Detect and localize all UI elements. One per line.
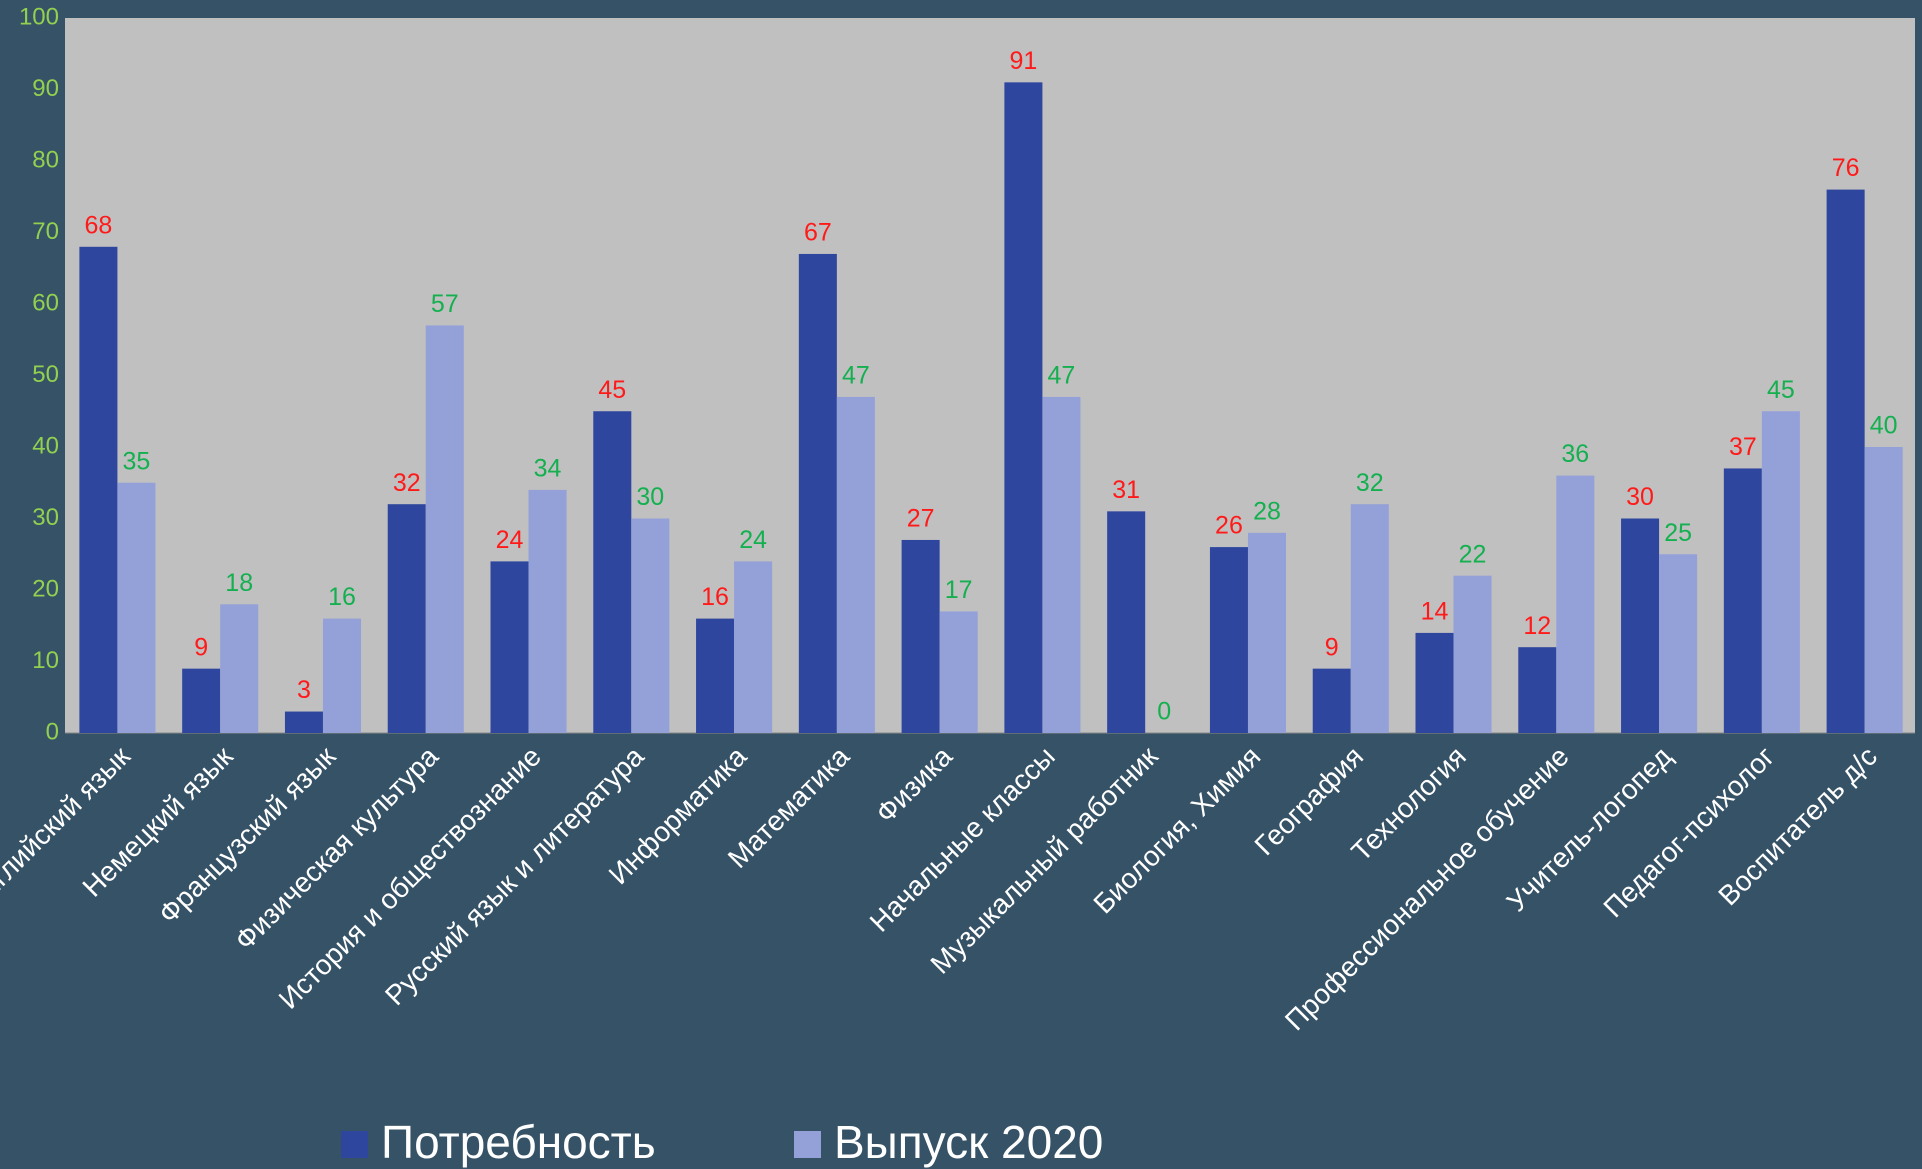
data-label: 22 xyxy=(1459,540,1487,568)
bar xyxy=(939,611,978,733)
legend-label: Потребность xyxy=(381,1116,656,1168)
bar xyxy=(1518,647,1557,733)
plot-area xyxy=(65,18,1915,733)
data-label: 24 xyxy=(739,526,767,554)
bar xyxy=(490,561,529,733)
x-tick-label: Французский язык xyxy=(153,740,342,929)
bar xyxy=(1556,475,1595,733)
data-label: 47 xyxy=(842,362,870,390)
bar xyxy=(1659,554,1698,733)
data-label: 68 xyxy=(84,211,112,239)
data-label: 25 xyxy=(1664,519,1692,547)
y-tick-label: 50 xyxy=(32,361,59,388)
data-label: 30 xyxy=(636,483,664,511)
data-label: 57 xyxy=(431,290,459,318)
bar xyxy=(734,561,773,733)
data-label: 12 xyxy=(1523,612,1551,640)
y-tick-label: 60 xyxy=(32,289,59,316)
bar xyxy=(322,618,361,733)
data-label: 30 xyxy=(1626,483,1654,511)
bar xyxy=(425,325,464,733)
bar xyxy=(1247,532,1286,733)
bar xyxy=(836,396,875,733)
y-tick-label: 90 xyxy=(32,75,59,102)
y-tick-label: 0 xyxy=(46,718,59,745)
bar xyxy=(1209,547,1248,733)
data-label: 3 xyxy=(297,676,311,704)
x-tick-label: Физическая культура xyxy=(229,740,445,956)
data-label: 31 xyxy=(1112,476,1140,504)
data-label: 34 xyxy=(534,455,562,483)
data-label: 27 xyxy=(907,505,935,533)
bar xyxy=(1761,411,1800,733)
data-label: 35 xyxy=(123,447,151,475)
bar xyxy=(1453,575,1492,733)
bar xyxy=(528,489,567,733)
y-tick-label: 70 xyxy=(32,218,59,245)
bar xyxy=(387,504,426,733)
bar xyxy=(1107,511,1146,733)
bar xyxy=(1004,82,1043,734)
bar xyxy=(220,604,259,733)
x-tick-label: Начальные классы xyxy=(864,741,1061,938)
x-tick-label: Английский язык xyxy=(0,740,136,916)
data-label: 36 xyxy=(1561,440,1589,468)
bar xyxy=(631,518,670,733)
data-label: 32 xyxy=(1356,469,1384,497)
bar xyxy=(901,539,940,733)
y-tick-label: 80 xyxy=(32,146,59,173)
x-tick-label: Физика xyxy=(870,740,959,829)
data-label: 14 xyxy=(1421,598,1449,626)
bar xyxy=(798,253,837,733)
data-label: 40 xyxy=(1870,412,1898,440)
data-label: 45 xyxy=(598,376,626,404)
bar xyxy=(696,618,735,733)
data-label: 76 xyxy=(1832,154,1860,182)
x-tick-label: Педагог-психолог xyxy=(1597,741,1780,924)
data-label: 26 xyxy=(1215,512,1243,540)
legend-label: Выпуск 2020 xyxy=(834,1116,1103,1168)
bar xyxy=(1621,518,1660,733)
bar xyxy=(182,668,221,733)
bar xyxy=(79,246,118,734)
data-label: 67 xyxy=(804,219,832,247)
data-label: 18 xyxy=(225,569,253,597)
bar xyxy=(1415,632,1454,733)
bar xyxy=(284,711,323,733)
bar xyxy=(1864,447,1903,733)
data-label: 17 xyxy=(945,576,973,604)
legend-swatch xyxy=(794,1131,821,1158)
data-label: 0 xyxy=(1157,698,1171,726)
bar xyxy=(1312,668,1351,733)
bar xyxy=(117,482,156,733)
data-label: 37 xyxy=(1729,433,1757,461)
bar xyxy=(1042,396,1081,733)
data-label: 16 xyxy=(328,583,356,611)
data-label: 16 xyxy=(701,583,729,611)
y-tick-label: 100 xyxy=(19,3,59,30)
data-label: 47 xyxy=(1048,362,1076,390)
bar xyxy=(1350,504,1389,733)
data-label: 9 xyxy=(194,633,208,661)
data-label: 32 xyxy=(393,469,421,497)
data-label: 9 xyxy=(1325,633,1339,661)
bar xyxy=(1826,189,1865,734)
data-label: 28 xyxy=(1253,497,1281,525)
y-tick-label: 40 xyxy=(32,432,59,459)
y-tick-label: 10 xyxy=(32,647,59,674)
data-label: 45 xyxy=(1767,376,1795,404)
y-tick-label: 30 xyxy=(32,504,59,531)
bar xyxy=(1723,468,1762,733)
data-label: 24 xyxy=(496,526,524,554)
data-label: 91 xyxy=(1009,47,1037,75)
legend-swatch xyxy=(341,1131,368,1158)
y-tick-label: 20 xyxy=(32,575,59,602)
bar xyxy=(593,411,632,733)
